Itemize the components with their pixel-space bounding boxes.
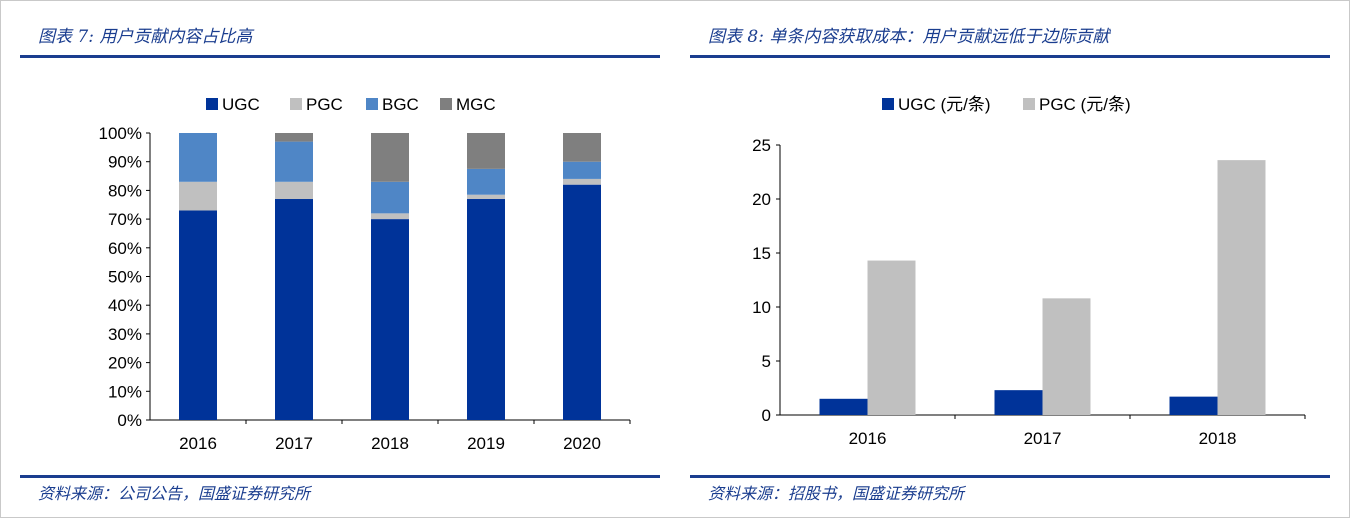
bar-segment — [275, 199, 313, 420]
bar-segment — [467, 194, 505, 200]
legend-swatch — [882, 98, 894, 110]
x-tick-label: 2018 — [1199, 429, 1237, 448]
legend-swatch — [440, 98, 452, 110]
y-tick-label: 40% — [108, 296, 142, 315]
bar-segment — [563, 133, 601, 162]
y-tick-label: 25 — [752, 136, 771, 155]
y-tick-label: 0 — [762, 406, 771, 425]
chart-title: 图表 8: 单条内容获取成本：用户贡献远低于边际贡献 — [708, 27, 1110, 47]
y-tick-label: 70% — [108, 210, 142, 229]
chart-title: 图表 7: 用户贡献内容占比高 — [38, 27, 253, 47]
bar-segment — [563, 178, 601, 185]
bar-segment — [275, 141, 313, 182]
x-tick-label: 2020 — [563, 434, 601, 453]
y-tick-label: 20% — [108, 354, 142, 373]
legend-label: PGC — [306, 95, 343, 114]
grouped-bar-chart: UGC (元/条) PGC (元/条) 0 5 10 15 20 25 2016 2017 2018 — [752, 95, 1306, 448]
chart-source: 资料来源：公司公告，国盛证券研究所 — [38, 484, 311, 503]
chart-panel-right: 图表 8: 单条内容获取成本：用户贡献远低于边际贡献 UGC (元/条) PGC … — [690, 0, 1330, 518]
legend-label: UGC — [222, 95, 260, 114]
stacked-bar-chart: UGC PGC BGC MGC 0% 10% 20% 30% 40% 50% 60% 70% 80% 90… — [99, 95, 631, 453]
y-tick-label: 0% — [117, 411, 142, 430]
source-rule — [690, 475, 1330, 478]
bar-segment — [371, 181, 409, 214]
bar-segment — [179, 210, 217, 420]
bar-segment — [371, 219, 409, 420]
bar-segment — [467, 199, 505, 420]
y-tick-label: 10 — [752, 298, 771, 317]
title-rule — [20, 55, 660, 58]
y-tick-label: 100% — [99, 124, 142, 143]
y-tick-label: 20 — [752, 190, 771, 209]
y-tick-label: 10% — [108, 382, 142, 401]
source-rule — [20, 475, 660, 478]
y-tick-label: 5 — [762, 352, 771, 371]
legend-swatch — [366, 98, 378, 110]
bar-segment — [275, 181, 313, 200]
x-tick-label: 2019 — [467, 434, 505, 453]
legend-swatch — [1023, 98, 1035, 110]
y-tick-label: 60% — [108, 239, 142, 258]
chart-source: 资料来源：招股书，国盛证券研究所 — [708, 484, 965, 503]
bar — [1217, 160, 1266, 415]
y-tick-label: 50% — [108, 268, 142, 287]
x-tick-label: 2017 — [275, 434, 313, 453]
bar — [1042, 298, 1091, 415]
bar — [867, 260, 916, 415]
x-tick-label: 2017 — [1024, 429, 1062, 448]
legend-swatch — [206, 98, 218, 110]
x-tick-label: 2018 — [371, 434, 409, 453]
bar-segment — [179, 133, 217, 182]
legend-label: MGC — [456, 95, 496, 114]
chart-panel-left: 图表 7: 用户贡献内容占比高 UGC PGC BGC MGC 0% 10% 20% 30% 4… — [20, 0, 660, 518]
bar — [994, 390, 1043, 415]
bar-segment — [179, 181, 217, 211]
legend-swatch — [290, 98, 302, 110]
bar-segment — [563, 184, 601, 420]
bar-segment — [467, 168, 505, 195]
legend-label: UGC (元/条) — [898, 95, 991, 114]
bar-segment — [275, 133, 313, 142]
x-tick-label: 2016 — [849, 429, 887, 448]
bar-segment — [563, 161, 601, 179]
x-tick-label: 2016 — [179, 434, 217, 453]
legend-label: PGC (元/条) — [1039, 95, 1131, 114]
bar-segment — [371, 213, 409, 220]
bar-segment — [467, 133, 505, 169]
y-tick-label: 90% — [108, 153, 142, 172]
bar — [819, 398, 868, 415]
y-tick-label: 15 — [752, 244, 771, 263]
y-tick-label: 80% — [108, 181, 142, 200]
legend-label: BGC — [382, 95, 419, 114]
y-tick-label: 30% — [108, 325, 142, 344]
title-rule — [690, 55, 1330, 58]
bar — [1169, 396, 1218, 415]
bar-segment — [371, 133, 409, 182]
